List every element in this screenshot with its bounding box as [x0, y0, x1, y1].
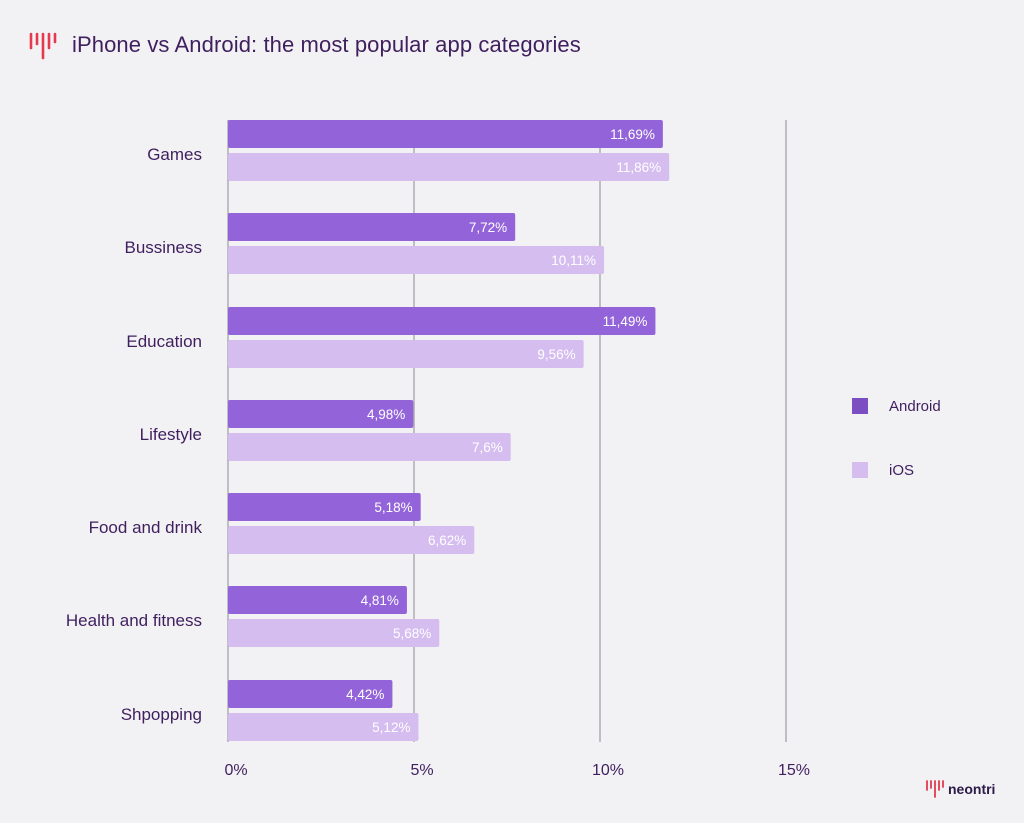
android-bar	[228, 213, 516, 241]
ios-bar	[228, 340, 584, 368]
ios-bar	[228, 153, 670, 181]
android-bar	[228, 586, 407, 614]
data-label: 11,69%	[610, 127, 655, 142]
data-label: 10,11%	[551, 253, 596, 268]
data-label: 5,12%	[372, 720, 410, 735]
android-bar	[228, 680, 393, 708]
x-tick-label: 0%	[224, 762, 247, 779]
chart-header: iPhone vs Android: the most popular app …	[28, 28, 581, 62]
data-label: 4,81%	[361, 593, 399, 608]
neontri-waveform-icon	[29, 32, 57, 60]
x-tick-label: 10%	[592, 762, 624, 779]
data-label: 7,72%	[469, 220, 507, 235]
legend-swatch-android	[852, 398, 868, 414]
x-tick-label: 5%	[410, 762, 433, 779]
ios-bar	[228, 433, 511, 461]
data-label: 4,98%	[367, 407, 405, 422]
x-tick-label: 15%	[778, 762, 810, 779]
data-label: 5,18%	[374, 500, 412, 515]
neontri-small-waveform-icon	[926, 780, 944, 798]
category-label: Health and fitness	[66, 611, 202, 630]
category-label: Education	[126, 332, 202, 351]
legend-label-android: Android	[889, 398, 941, 415]
data-label: 7,6%	[472, 440, 503, 455]
data-label: 6,62%	[428, 533, 466, 548]
android-bar	[228, 307, 656, 335]
data-label: 5,68%	[393, 626, 431, 641]
category-label: Lifestyle	[140, 425, 202, 444]
android-bar	[228, 120, 663, 148]
category-label: Bussiness	[125, 238, 202, 257]
footer-logo: neontri	[925, 778, 995, 800]
data-label: 11,49%	[603, 314, 648, 329]
category-label: Games	[147, 145, 202, 164]
brand-name: neontri	[948, 781, 996, 797]
category-label: Food and drink	[89, 518, 203, 537]
ios-bar	[228, 619, 440, 647]
data-label: 9,56%	[537, 347, 575, 362]
ios-bar	[228, 246, 605, 274]
data-label: 11,86%	[616, 160, 661, 175]
android-bar	[228, 400, 414, 428]
legend-label-ios: iOS	[889, 462, 914, 479]
chart-title: iPhone vs Android: the most popular app …	[72, 32, 581, 57]
category-label: Shpopping	[121, 705, 202, 724]
android-bar	[228, 493, 421, 521]
ios-bar	[228, 713, 419, 741]
data-label: 4,42%	[346, 687, 384, 702]
legend-swatch-ios	[852, 462, 868, 478]
ios-bar	[228, 526, 475, 554]
